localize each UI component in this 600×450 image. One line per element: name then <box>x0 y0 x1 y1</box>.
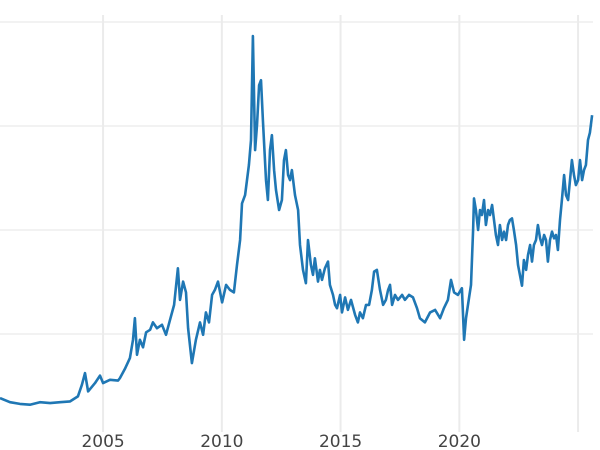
x-tick-label: 2005 <box>81 432 124 450</box>
x-axis-tick-labels: 2005 2010 2015 2020 <box>81 432 481 450</box>
series-line <box>0 34 594 406</box>
gridlines <box>0 15 593 432</box>
x-tick-label: 2010 <box>200 432 243 450</box>
x-tick-label: 2015 <box>319 432 362 450</box>
x-tick-label: 2020 <box>438 432 481 450</box>
